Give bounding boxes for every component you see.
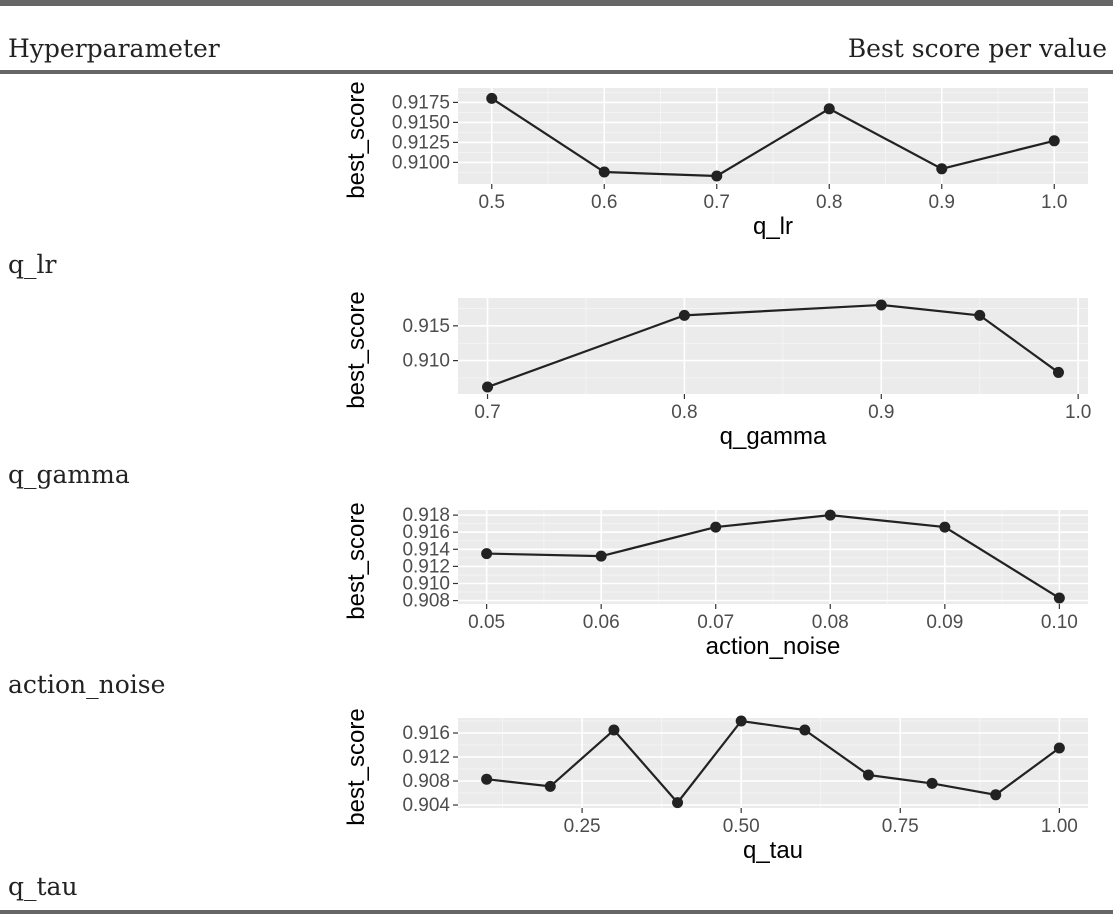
header-best-score: Best score per value bbox=[847, 34, 1107, 63]
y-tick-label: 0.912 bbox=[402, 747, 450, 768]
x-axis-title: q_lr bbox=[753, 213, 793, 240]
y-tick-label: 0.916 bbox=[402, 723, 450, 744]
row-label-q-gamma: q_gamma bbox=[8, 460, 130, 489]
x-tick-label: 0.7 bbox=[704, 192, 730, 213]
y-tick-label: 0.914 bbox=[402, 539, 450, 560]
y-axis-title: best_score bbox=[343, 502, 370, 619]
data-point bbox=[1053, 742, 1065, 754]
data-point bbox=[823, 103, 835, 115]
data-point bbox=[595, 550, 607, 562]
y-tick-label: 0.918 bbox=[402, 505, 450, 526]
data-point bbox=[711, 170, 723, 182]
data-point bbox=[926, 777, 938, 789]
data-point bbox=[875, 299, 887, 311]
data-point bbox=[862, 769, 874, 781]
y-tick-label: 0.916 bbox=[402, 522, 450, 543]
data-point bbox=[598, 166, 610, 178]
x-tick-label: 0.25 bbox=[564, 816, 601, 837]
x-tick-label: 0.50 bbox=[723, 816, 760, 837]
plot-q-tau: 0.25 0.50 0.75 1.00 0.904 0.908 0.912 0.916 q_ta… bbox=[343, 708, 1088, 864]
y-tick-label: 0.910 bbox=[402, 351, 450, 372]
row-label-q-lr: q_lr bbox=[8, 250, 57, 279]
data-point bbox=[990, 789, 1002, 801]
x-tick-label: 0.9 bbox=[868, 402, 894, 423]
x-axis-title: action_noise bbox=[706, 633, 841, 660]
y-tick-label: 0.904 bbox=[402, 795, 450, 816]
x-tick-label: 0.75 bbox=[882, 816, 919, 837]
y-tick-label: 0.9100 bbox=[392, 152, 450, 173]
x-tick-label: 0.6 bbox=[591, 192, 617, 213]
y-axis-title: best_score bbox=[343, 708, 370, 825]
x-tick-label: 0.08 bbox=[812, 612, 849, 633]
bottom-rule bbox=[0, 910, 1113, 914]
x-axis-title: q_tau bbox=[743, 837, 803, 864]
x-tick-label: 0.06 bbox=[583, 612, 620, 633]
y-axis-title: best_score bbox=[343, 291, 370, 408]
plot-q-gamma: 0.7 0.8 0.9 1.0 0.910 0.915 q_gamma best_score bbox=[343, 291, 1091, 450]
x-tick-label: 0.05 bbox=[468, 612, 505, 633]
y-tick-label: 0.915 bbox=[402, 316, 450, 337]
header-rule bbox=[0, 70, 1113, 74]
data-point bbox=[481, 548, 493, 560]
data-point bbox=[544, 780, 556, 792]
y-tick-label: 0.9150 bbox=[392, 112, 450, 133]
panel-background bbox=[458, 298, 1088, 394]
data-point bbox=[936, 163, 948, 175]
data-point bbox=[710, 521, 722, 533]
series-line bbox=[491, 97, 1055, 178]
data-point bbox=[608, 724, 620, 736]
y-tick-label: 0.9175 bbox=[392, 92, 450, 113]
row-label-q-tau: q_tau bbox=[8, 872, 78, 901]
plot-action-noise: 0.05 0.06 0.07 0.08 0.09 0.100.9080.9100.9120… bbox=[343, 502, 1088, 660]
x-tick-label: 0.8 bbox=[671, 402, 697, 423]
x-tick-label: 0.7 bbox=[474, 402, 500, 423]
data-point bbox=[1048, 135, 1060, 147]
y-tick-label: 0.9125 bbox=[392, 132, 450, 153]
series-line bbox=[486, 719, 1061, 805]
data-point bbox=[481, 773, 493, 785]
y-tick-label: 0.908 bbox=[402, 771, 450, 792]
header-hyperparameter: Hyperparameter bbox=[8, 34, 220, 63]
data-point bbox=[974, 309, 986, 321]
y-tick-label: 0.912 bbox=[402, 556, 450, 577]
data-point bbox=[1052, 366, 1064, 378]
data-point bbox=[678, 309, 690, 321]
row-label-action-noise: action_noise bbox=[8, 670, 166, 699]
y-tick-label: 0.908 bbox=[402, 591, 450, 612]
x-tick-label: 0.07 bbox=[697, 612, 734, 633]
x-tick-label: 0.8 bbox=[816, 192, 842, 213]
x-tick-label: 1.00 bbox=[1041, 816, 1078, 837]
data-point bbox=[1053, 592, 1065, 604]
y-axis-title: best_score bbox=[343, 81, 370, 198]
data-point bbox=[939, 521, 951, 533]
x-tick-label: 1.0 bbox=[1065, 402, 1091, 423]
x-tick-label: 0.5 bbox=[479, 192, 505, 213]
x-tick-label: 0.09 bbox=[926, 612, 963, 633]
series-line bbox=[486, 514, 1060, 599]
data-point bbox=[486, 92, 498, 104]
data-point bbox=[735, 715, 747, 727]
data-point bbox=[824, 509, 836, 521]
x-tick-label: 0.9 bbox=[929, 192, 955, 213]
plot-q-lr: 0.5 0.6 0.7 0.8 0.9 1.0 0.91000.91250.91500.91… bbox=[343, 81, 1088, 240]
top-rule bbox=[0, 0, 1113, 6]
data-point bbox=[799, 724, 811, 736]
x-axis-title: q_gamma bbox=[720, 423, 827, 450]
x-tick-label: 1.0 bbox=[1041, 192, 1067, 213]
x-tick-label: 0.10 bbox=[1041, 612, 1078, 633]
data-point bbox=[482, 381, 494, 393]
y-tick-label: 0.910 bbox=[402, 573, 450, 594]
data-point bbox=[672, 797, 684, 809]
